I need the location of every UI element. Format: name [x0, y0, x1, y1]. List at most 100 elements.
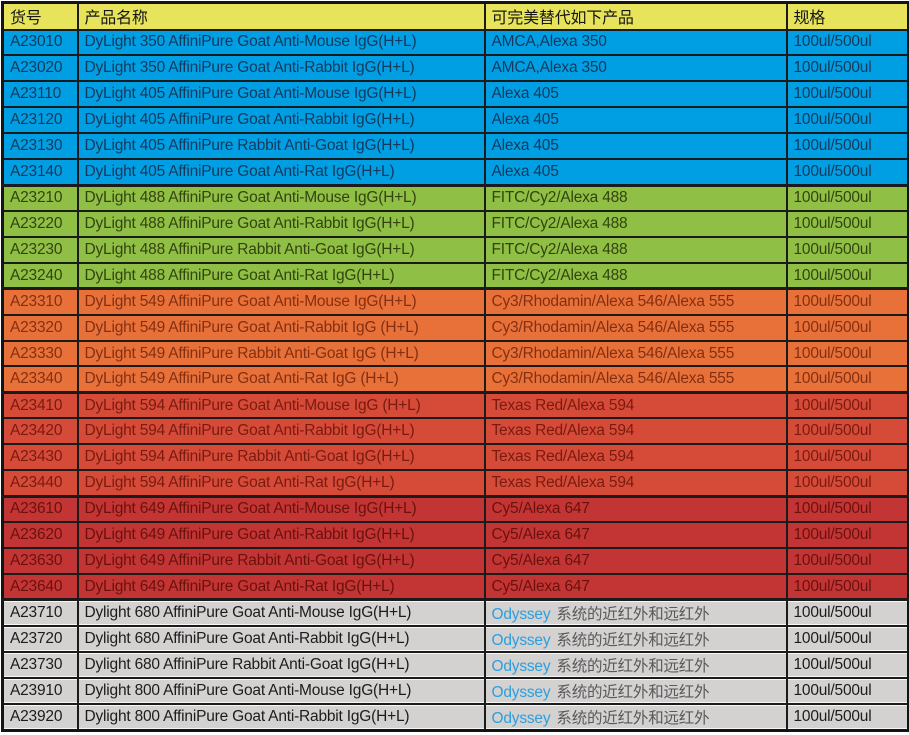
cell-replaces[interactable]: Alexa 405 — [483, 132, 788, 161]
cell-replaces[interactable]: Cy3/Rhodamin/Alexa 546/Alexa 555 — [483, 365, 788, 394]
cell-code[interactable]: A23330 — [1, 339, 79, 368]
cell-name[interactable]: DyLight 549 AffiniPure Goat Anti-Rat IgG… — [76, 365, 486, 394]
cell-name[interactable]: DyLight 350 AffiniPure Goat Anti-Mouse I… — [76, 28, 486, 57]
cell-replaces[interactable]: Texas Red/Alexa 594 — [483, 443, 788, 472]
cell-replaces[interactable]: Texas Red/Alexa 594 — [483, 390, 788, 420]
cell-name[interactable]: Dylight 680 AffiniPure Goat Anti-Mouse I… — [76, 598, 486, 628]
cell-name[interactable]: DyLight 488 AffiniPure Rabbit Anti-Goat … — [76, 235, 486, 264]
cell-code[interactable]: A23440 — [1, 469, 79, 498]
cell-name[interactable]: DyLight 549 AffiniPure Rabbit Anti-Goat … — [76, 339, 486, 368]
cell-spec[interactable]: 100ul/500ul — [785, 313, 909, 342]
cell-name[interactable]: DyLight 649 AffiniPure Goat Anti-Rat IgG… — [76, 572, 486, 601]
cell-spec[interactable]: 100ul/500ul — [785, 494, 909, 524]
cell-replaces[interactable]: Cy3/Rhodamin/Alexa 546/Alexa 555 — [483, 287, 788, 316]
cell-spec[interactable]: 100ul/500ul — [785, 28, 909, 57]
cell-code[interactable]: A23110 — [1, 80, 79, 109]
cell-code[interactable]: A23430 — [1, 443, 79, 472]
cell-replaces[interactable]: Cy5/Alexa 647 — [483, 546, 788, 575]
cell-spec[interactable]: 100ul/500ul — [785, 417, 909, 446]
cell-replaces[interactable]: Odyssey 系统的近红外和远红外 — [483, 703, 788, 732]
cell-replaces[interactable]: Odyssey 系统的近红外和远红外 — [483, 651, 788, 680]
cell-name[interactable]: DyLight 649 AffiniPure Rabbit Anti-Goat … — [76, 546, 486, 575]
cell-spec[interactable]: 100ul/500ul — [785, 106, 909, 135]
col-header-replaces[interactable]: 可完美替代如下产品 — [483, 1, 788, 31]
cell-replaces[interactable]: AMCA,Alexa 350 — [483, 54, 788, 83]
cell-spec[interactable]: 100ul/500ul — [785, 183, 909, 212]
cell-code[interactable]: A23130 — [1, 132, 79, 161]
cell-name[interactable]: DyLight 594 AffiniPure Goat Anti-Rat IgG… — [76, 469, 486, 498]
cell-code[interactable]: A23730 — [1, 651, 79, 680]
cell-replaces[interactable]: Cy3/Rhodamin/Alexa 546/Alexa 555 — [483, 313, 788, 342]
cell-code[interactable]: A23320 — [1, 313, 79, 342]
cell-name[interactable]: DyLight 405 AffiniPure Goat Anti-Rabbit … — [76, 106, 486, 135]
cell-replaces[interactable]: Alexa 405 — [483, 158, 788, 187]
cell-code[interactable]: A23220 — [1, 209, 79, 238]
cell-code[interactable]: A23230 — [1, 235, 79, 264]
cell-code[interactable]: A23120 — [1, 106, 79, 135]
cell-spec[interactable]: 100ul/500ul — [785, 443, 909, 472]
cell-spec[interactable]: 100ul/500ul — [785, 287, 909, 316]
cell-replaces[interactable]: FITC/Cy2/Alexa 488 — [483, 261, 788, 290]
cell-name[interactable]: Dylight 800 AffiniPure Goat Anti-Rabbit … — [76, 703, 486, 732]
cell-code[interactable]: A23720 — [1, 625, 79, 654]
cell-name[interactable]: DyLight 488 AffiniPure Goat Anti-Rabbit … — [76, 209, 486, 238]
cell-spec[interactable]: 100ul/500ul — [785, 80, 909, 109]
cell-name[interactable]: DyLight 405 AffiniPure Rabbit Anti-Goat … — [76, 132, 486, 161]
cell-spec[interactable]: 100ul/500ul — [785, 209, 909, 238]
cell-spec[interactable]: 100ul/500ul — [785, 521, 909, 549]
cell-name[interactable]: DyLight 594 AffiniPure Rabbit Anti-Goat … — [76, 443, 486, 472]
cell-name[interactable]: DyLight 649 AffiniPure Goat Anti-Mouse I… — [76, 494, 486, 524]
cell-spec[interactable]: 100ul/500ul — [785, 677, 909, 705]
cell-spec[interactable]: 100ul/500ul — [785, 390, 909, 420]
cell-code[interactable]: A23920 — [1, 703, 79, 732]
cell-name[interactable]: DyLight 594 AffiniPure Goat Anti-Mouse I… — [76, 390, 486, 420]
cell-spec[interactable]: 100ul/500ul — [785, 158, 909, 187]
odyssey-link[interactable]: Odyssey — [491, 684, 551, 702]
cell-code[interactable]: A23910 — [1, 677, 79, 705]
cell-code[interactable]: A23640 — [1, 572, 79, 601]
odyssey-link[interactable]: Odyssey — [491, 710, 551, 727]
cell-code[interactable]: A23210 — [1, 183, 79, 212]
cell-replaces[interactable]: FITC/Cy2/Alexa 488 — [483, 235, 788, 264]
cell-spec[interactable]: 100ul/500ul — [785, 625, 909, 654]
cell-spec[interactable]: 100ul/500ul — [785, 235, 909, 264]
cell-code[interactable]: A23140 — [1, 158, 79, 187]
cell-name[interactable]: Dylight 800 AffiniPure Goat Anti-Mouse I… — [76, 677, 486, 705]
cell-name[interactable]: DyLight 350 AffiniPure Goat Anti-Rabbit … — [76, 54, 486, 83]
cell-replaces[interactable]: Odyssey 系统的近红外和远红外 — [483, 625, 788, 654]
cell-spec[interactable]: 100ul/500ul — [785, 651, 909, 680]
cell-replaces[interactable]: Odyssey 系统的近红外和远红外 — [483, 598, 788, 628]
cell-spec[interactable]: 100ul/500ul — [785, 598, 909, 628]
cell-spec[interactable]: 100ul/500ul — [785, 572, 909, 601]
odyssey-link[interactable]: Odyssey — [491, 632, 551, 650]
cell-code[interactable]: A23340 — [1, 365, 79, 394]
cell-spec[interactable]: 100ul/500ul — [785, 339, 909, 368]
cell-name[interactable]: DyLight 405 AffiniPure Goat Anti-Rat IgG… — [76, 158, 486, 187]
cell-replaces[interactable]: Odyssey 系统的近红外和远红外 — [483, 677, 788, 705]
cell-code[interactable]: A23420 — [1, 417, 79, 446]
cell-name[interactable]: DyLight 594 AffiniPure Goat Anti-Rabbit … — [76, 417, 486, 446]
cell-replaces[interactable]: Texas Red/Alexa 594 — [483, 469, 788, 498]
cell-code[interactable]: A23020 — [1, 54, 79, 83]
col-header-code[interactable]: 货号 — [1, 1, 79, 31]
cell-code[interactable]: A23710 — [1, 598, 79, 628]
cell-code[interactable]: A23620 — [1, 521, 79, 549]
col-header-spec[interactable]: 规格 — [785, 1, 909, 31]
cell-spec[interactable]: 100ul/500ul — [785, 132, 909, 161]
cell-code[interactable]: A23410 — [1, 390, 79, 420]
odyssey-link[interactable]: Odyssey — [491, 658, 551, 676]
cell-spec[interactable]: 100ul/500ul — [785, 703, 909, 732]
cell-name[interactable]: DyLight 549 AffiniPure Goat Anti-Mouse I… — [76, 287, 486, 316]
cell-replaces[interactable]: Texas Red/Alexa 594 — [483, 417, 788, 446]
cell-code[interactable]: A23240 — [1, 261, 79, 290]
cell-name[interactable]: DyLight 405 AffiniPure Goat Anti-Mouse I… — [76, 80, 486, 109]
cell-spec[interactable]: 100ul/500ul — [785, 365, 909, 394]
cell-spec[interactable]: 100ul/500ul — [785, 54, 909, 83]
cell-name[interactable]: Dylight 680 AffiniPure Rabbit Anti-Goat … — [76, 651, 486, 680]
cell-replaces[interactable]: AMCA,Alexa 350 — [483, 28, 788, 57]
cell-name[interactable]: DyLight 488 AffiniPure Goat Anti-Mouse I… — [76, 183, 486, 212]
cell-replaces[interactable]: Cy5/Alexa 647 — [483, 521, 788, 549]
cell-replaces[interactable]: FITC/Cy2/Alexa 488 — [483, 209, 788, 238]
cell-replaces[interactable]: Cy5/Alexa 647 — [483, 572, 788, 601]
cell-replaces[interactable]: FITC/Cy2/Alexa 488 — [483, 183, 788, 212]
